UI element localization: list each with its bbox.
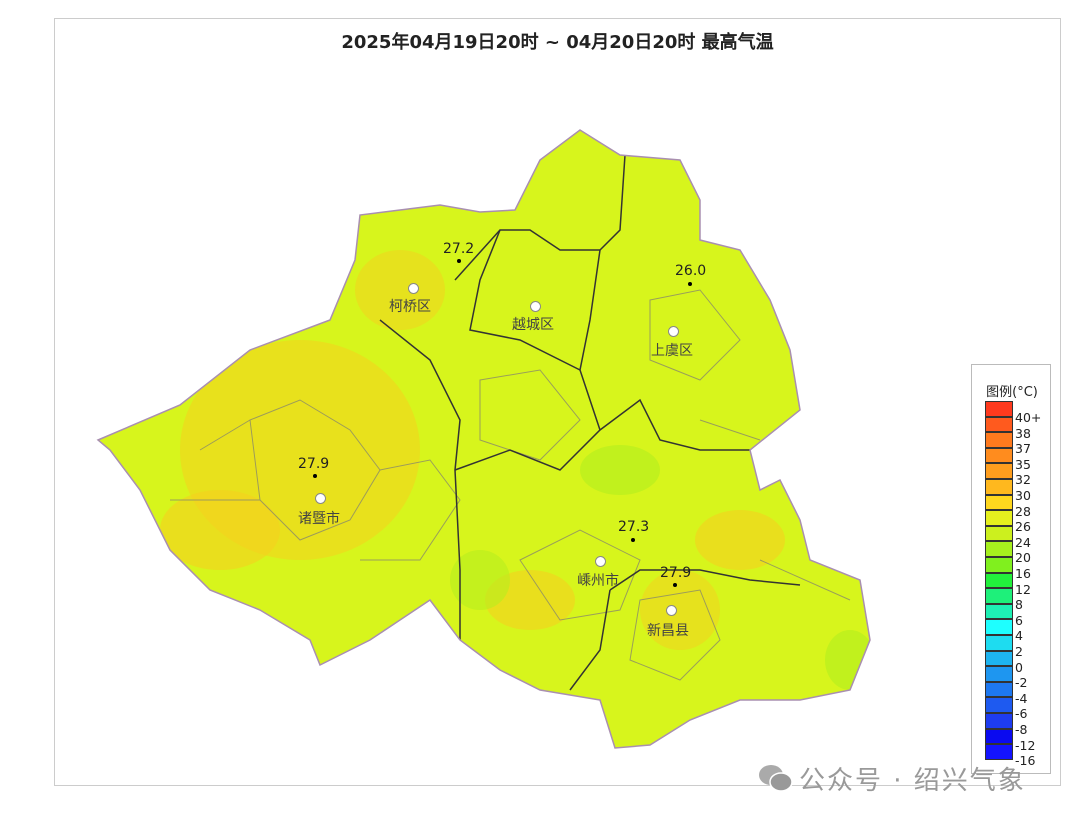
legend-label: 6 <box>1015 612 1023 628</box>
city-label: 柯桥区 <box>389 299 431 315</box>
legend-swatch <box>985 603 1013 620</box>
legend-label: -6 <box>1015 706 1028 722</box>
legend-label: 35 <box>1015 456 1031 472</box>
legend-swatch <box>985 401 1013 417</box>
legend-swatch <box>985 510 1013 526</box>
station-value: 27.9 <box>660 565 692 581</box>
station-marker[interactable] <box>457 259 461 263</box>
legend-label: 28 <box>1015 503 1031 519</box>
legend-label: 38 <box>1015 425 1031 441</box>
legend-label: -8 <box>1015 722 1028 737</box>
city-marker[interactable] <box>668 326 679 337</box>
town-boundaries <box>170 289 851 681</box>
legend-label: 24 <box>1015 534 1031 550</box>
legend-label: 8 <box>1015 597 1023 613</box>
legend-swatch <box>985 697 1013 713</box>
legend-swatch <box>985 557 1013 573</box>
legend-label: -16 <box>1015 753 1036 769</box>
watermark: 公众号 · 绍兴气象 <box>757 760 1026 800</box>
city-label: 新昌县 <box>647 623 689 639</box>
watermark-text: 公众号 · 绍兴气象 <box>799 766 1026 796</box>
city-label: 越城区 <box>512 317 554 333</box>
legend-swatch <box>985 619 1013 635</box>
legend-label: 40+ <box>1015 410 1042 425</box>
city-marker[interactable] <box>666 605 677 616</box>
station-marker[interactable] <box>631 538 635 542</box>
station-value: 27.9 <box>298 456 330 472</box>
legend-label: 32 <box>1015 472 1031 488</box>
legend-swatch <box>985 588 1013 604</box>
legend-swatch <box>985 447 1013 464</box>
legend-swatch <box>985 525 1013 542</box>
city-marker[interactable] <box>595 556 606 567</box>
legend-label: 16 <box>1015 566 1031 581</box>
map-title: 2025年04月19日20时 ~ 04月20日20时 最高气温 <box>341 32 774 53</box>
temperature-field <box>98 130 870 748</box>
legend-swatch <box>985 635 1013 651</box>
station-marker[interactable] <box>313 474 317 478</box>
station-value: 26.0 <box>675 263 707 279</box>
legend-label: 37 <box>1015 441 1031 457</box>
legend-title: 图例(°C) <box>986 385 1038 400</box>
legend-label: 26 <box>1015 519 1031 535</box>
legend-swatch <box>985 728 1013 745</box>
legend-swatch <box>985 541 1013 557</box>
legend-label: -2 <box>1015 675 1028 691</box>
station-value: 27.2 <box>443 241 475 257</box>
city-label: 上虞区 <box>651 343 693 359</box>
map-frame <box>54 18 1061 786</box>
legend: 图例(°C) 40+ 38 37 35 32 30 28 26 24 20 16 12 8 6 4 2 0 -2-… <box>971 364 1051 774</box>
city-label: 诸暨市 <box>298 511 340 527</box>
legend-swatch <box>985 744 1013 760</box>
legend-label: 20 <box>1015 550 1031 566</box>
station-marker[interactable] <box>688 282 692 286</box>
legend-label: -4 <box>1015 690 1028 706</box>
legend-swatch <box>985 681 1013 698</box>
station-marker[interactable] <box>673 583 677 587</box>
legend-swatch <box>985 650 1013 667</box>
city-marker[interactable] <box>315 493 326 504</box>
station-value: 27.3 <box>618 519 650 535</box>
city-marker[interactable] <box>408 283 419 294</box>
legend-swatch <box>985 479 1013 495</box>
legend-label: 2 <box>1015 644 1023 659</box>
legend-swatch <box>985 494 1013 511</box>
legend-swatch <box>985 432 1013 448</box>
legend-label: 0 <box>1015 659 1023 675</box>
legend-label: 12 <box>1015 581 1031 597</box>
legend-swatch <box>985 416 1013 433</box>
legend-label: -12 <box>1015 737 1036 753</box>
legend-swatch <box>985 666 1013 682</box>
legend-swatch <box>985 572 1013 589</box>
city-marker[interactable] <box>530 301 541 312</box>
city-label: 嵊州市 <box>577 573 619 589</box>
county-boundaries <box>379 154 801 691</box>
legend-swatch <box>985 713 1013 729</box>
legend-label: 30 <box>1015 488 1031 503</box>
legend-label: 4 <box>1015 628 1023 644</box>
legend-swatch <box>985 463 1013 479</box>
wechat-icon <box>757 763 793 800</box>
